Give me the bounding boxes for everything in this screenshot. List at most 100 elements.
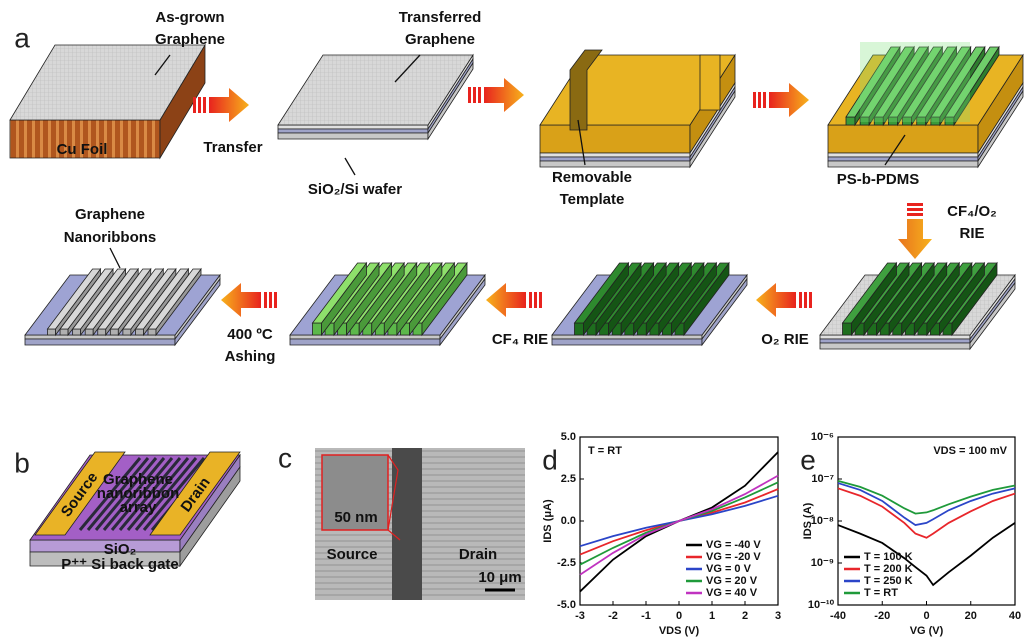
inset-link	[387, 454, 401, 541]
legend-label: T = 100 K	[864, 551, 913, 563]
data-line	[837, 480, 1016, 515]
nanoribbon	[86, 457, 150, 531]
ribbon-front	[147, 328, 157, 336]
arrow-stripe	[264, 292, 267, 308]
arrow-stripe	[753, 92, 756, 108]
x-tick-label: 0	[676, 610, 682, 622]
arrow-stripe	[534, 292, 537, 308]
label: e	[800, 444, 816, 475]
label: RIE	[959, 225, 984, 242]
slab-front	[819, 334, 971, 340]
x-tick-label: 3	[775, 610, 781, 622]
y-tick-label: 2.5	[561, 473, 576, 485]
arrow-stripe	[274, 292, 277, 308]
label: 10 μm	[478, 569, 521, 586]
data-line	[579, 474, 779, 576]
x-tick-label: 20	[965, 610, 977, 622]
ribbon-top	[845, 46, 901, 118]
arrow-body	[769, 83, 809, 117]
ribbon-front	[574, 322, 584, 336]
ribbon-front	[842, 322, 852, 336]
legend-label: VG = 20 V	[706, 575, 758, 587]
label: Transferred	[399, 9, 482, 26]
label: SiO₂	[104, 541, 137, 558]
ribbon-front	[84, 328, 94, 336]
arrow-stripe	[269, 292, 272, 308]
sem-gap	[392, 448, 422, 600]
label: b	[14, 447, 30, 478]
label: Graphene	[103, 471, 173, 488]
process-arrow	[756, 283, 812, 317]
label: Drain	[459, 546, 497, 563]
annotation: T = RT	[588, 445, 622, 457]
arrow-body	[484, 78, 524, 112]
slab-front	[819, 342, 971, 350]
slab-front	[277, 132, 429, 140]
ribbon-front	[845, 116, 856, 126]
legend-label: VG = 40 V	[706, 587, 758, 599]
slab-front	[551, 334, 703, 340]
arrow-stripe	[763, 92, 766, 108]
arrow-stripe	[809, 292, 812, 308]
label: Source	[327, 546, 378, 563]
label: Removable	[552, 169, 632, 186]
label: SiO₂/Si wafer	[308, 181, 402, 198]
slab-side	[977, 89, 1024, 169]
slab-top	[277, 54, 474, 126]
slab-front	[539, 156, 691, 162]
slab-front	[819, 338, 971, 344]
ribbon-front	[122, 328, 132, 336]
x-tick-label: 1	[709, 610, 715, 622]
pointer	[394, 54, 421, 83]
ribbon-front	[59, 328, 69, 336]
legend-label: VG = -40 V	[706, 539, 761, 551]
nanoribbon	[94, 457, 158, 531]
label: Cu Foil	[57, 141, 108, 158]
label: CF₄/O₂	[947, 203, 997, 220]
data-line	[837, 482, 1016, 527]
nanoribbon	[118, 457, 182, 531]
label: Ashing	[225, 348, 276, 365]
y-tick-label: -5.0	[557, 599, 576, 611]
ribbon-top	[46, 268, 102, 330]
slab-side	[969, 281, 1016, 351]
nanoribbon	[142, 457, 206, 531]
ribbon-front	[135, 328, 144, 336]
nanoribbon	[110, 457, 174, 531]
arrow-stripe	[804, 292, 807, 308]
slab-front	[827, 160, 979, 168]
drain-pad	[149, 451, 241, 536]
slab-front	[827, 156, 979, 162]
bcp-film	[860, 42, 970, 122]
nanoribbon	[134, 457, 198, 531]
y-tick-label: 5.0	[561, 431, 576, 443]
y-axis-label: IDS (μA)	[542, 499, 554, 543]
process-arrow	[486, 283, 542, 317]
slab-side	[689, 89, 736, 169]
y-tick-label: 10⁻⁸	[811, 515, 834, 527]
pointer	[884, 134, 906, 166]
pointer	[344, 157, 356, 176]
slab-top	[9, 44, 206, 121]
slab-side	[174, 277, 221, 347]
process-arrow	[468, 78, 524, 112]
data-line	[837, 522, 1016, 587]
arrow-stripe	[539, 292, 542, 308]
arrow-body	[209, 88, 249, 122]
arrow-stripe	[758, 92, 761, 108]
arrow-stripe	[529, 292, 532, 308]
legend-label: T = 200 K	[864, 563, 913, 575]
x-tick-label: 2	[742, 610, 748, 622]
labels: a As-grown Graphene Cu Foil Transfer Transfer…	[14, 9, 1021, 637]
legend-label: VG = 0 V	[706, 563, 752, 575]
label: array	[120, 499, 157, 516]
label: P⁺⁺ Si back gate	[61, 556, 179, 573]
slab-front	[827, 152, 979, 158]
label: Graphene	[405, 31, 475, 48]
ribbon-front	[72, 328, 82, 336]
arrow-body	[756, 283, 796, 317]
slab-front	[277, 124, 429, 130]
label: As-grown	[155, 9, 224, 26]
slab-front	[277, 128, 429, 134]
slab-side	[439, 277, 486, 347]
